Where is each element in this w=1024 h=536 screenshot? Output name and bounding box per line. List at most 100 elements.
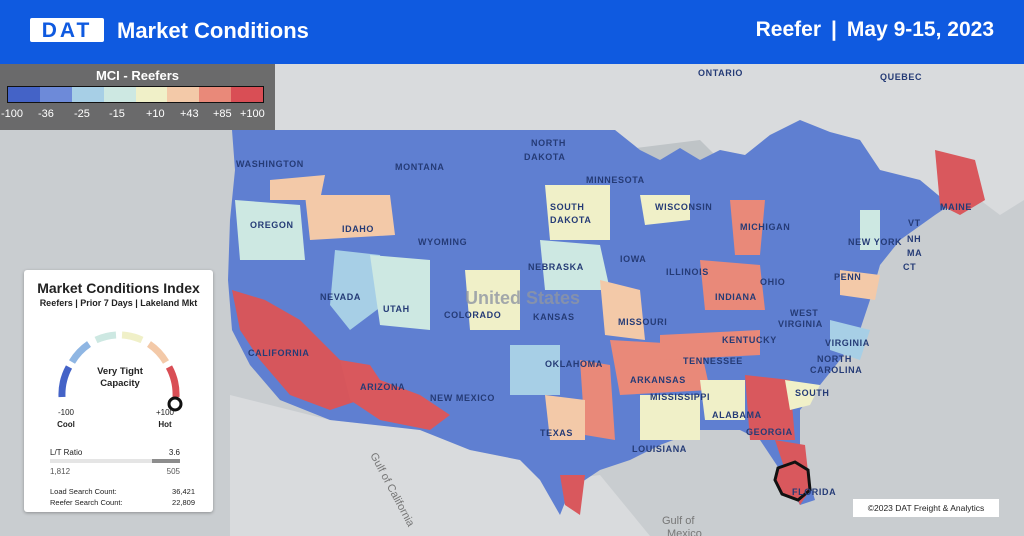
mci-card-title: Market Conditions Index [37,280,200,296]
lt-ratio-label: L/T Ratio [50,448,83,457]
label-washington: WASHINGTON [236,159,304,169]
mci-card-subtitle: Reefers | Prior 7 Days | Lakeland Mkt [39,298,198,308]
region-utah [370,255,430,330]
mci-gauge [58,331,183,412]
label-mississippi: MISSISSIPPI [650,392,710,402]
region-wisconsin [640,195,690,225]
label-texas: TEXAS [540,428,573,438]
region-maine [935,150,985,215]
label-north-carolina-2: CAROLINA [810,365,862,375]
gauge-min-label: Cool [57,420,75,429]
legend-ticks: -100 -36 -25 -15 +10 +43 +85 +100 [0,108,275,124]
region-missouri [600,280,645,340]
lt-ratio-value: 3.6 [168,448,180,457]
region-south-dakota [545,185,610,240]
label-florida: FLORIDA [792,487,836,497]
label-quebec: QUEBEC [880,72,922,82]
region-texas-central [545,395,585,440]
region-texas-south [560,475,585,515]
market-map: ONTARIO QUEBEC WASHINGTON MONTANA NORTH … [0,64,1024,536]
trucks-count: 505 [166,467,180,476]
gauge-segment [94,331,117,344]
label-minnesota: MINNESOTA [586,175,645,185]
legend-tick: -25 [74,108,90,120]
label-idaho: IDAHO [342,224,374,234]
label-new-mexico: NEW MEXICO [430,393,495,403]
label-gulf-of-mexico-2: Mexico [667,528,702,536]
title-separator: | [831,18,837,41]
lt-ratio-bar-fill [152,459,180,463]
label-wisconsin: WISCONSIN [655,202,712,212]
region-oregon [235,200,305,260]
label-ct: CT [903,262,916,272]
label-oklahoma: OKLAHOMA [545,359,603,369]
label-oregon: OREGON [250,220,294,230]
legend-color-swatch [135,87,168,102]
label-west-virginia-2: VIRGINIA [778,319,823,329]
gauge-segment [68,341,92,364]
label-nh: NH [907,234,921,244]
label-virginia: VIRGINIA [825,338,870,348]
label-maine: MAINE [940,202,972,212]
label-west-virginia-1: WEST [790,308,818,318]
label-north-carolina-1: NORTH [817,354,852,364]
label-kansas: KANSAS [533,312,575,322]
label-michigan: MICHIGAN [740,222,790,232]
region-california [232,290,370,410]
gauge-segment [165,365,180,398]
region-penn-east [840,270,880,300]
legend-tick: +43 [180,108,199,120]
region-indiana [700,260,765,310]
region-virginia-east [830,320,870,360]
label-tennessee: TENNESSEE [683,356,743,366]
load-search-label: Load Search Count: [50,487,117,496]
legend-tick: -15 [109,108,125,120]
region-alabama [700,380,745,420]
label-iowa: IOWA [620,254,646,264]
legend-tick: -100 [1,108,24,120]
header-bar: DAT Market Conditions Reefer | May 9-15, 2… [0,0,1024,64]
region-colorado-east [465,270,520,330]
loads-count: 1,812 [50,467,71,476]
mci-legend: MCI - Reefers -100 -36 -25 -15 +10 +43 +… [0,64,275,130]
label-kentucky: KENTUCKY [722,335,777,345]
label-nebraska: NEBRASKA [528,262,584,272]
label-north-dakota-2: DAKOTA [524,152,565,162]
region-south-carolina [785,380,820,410]
date-range: May 9-15, 2023 [846,18,994,41]
legend-color-swatch [103,87,136,102]
label-vt: VT [908,218,921,228]
legend-title: MCI - Reefers [95,68,180,83]
label-south-dakota-1: SOUTH [550,202,585,212]
region-michigan [730,200,765,255]
label-ontario: ONTARIO [698,68,743,78]
legend-tick: +100 [240,108,265,120]
label-nevada: NEVADA [320,292,361,302]
legend-tick: +85 [213,108,232,120]
legend-color-scale [7,86,264,103]
legend-color-swatch [199,87,232,102]
legend-tick: -36 [38,108,54,120]
page-title: Market Conditions [117,18,309,43]
label-alabama: ALABAMA [712,410,762,420]
reefer-search-value: 22,809 [172,498,195,507]
report-period: Reefer | May 9-15, 2023 [756,18,994,42]
legend-color-swatch [39,87,72,102]
copyright-notice: ©2023 DAT Freight & Analytics [853,499,999,517]
region-oklahoma-west [510,345,560,395]
legend-color-swatch [8,87,40,102]
label-new-york: NEW YORK [848,237,902,247]
gauge-min-value: -100 [57,408,74,417]
label-united-states: United States [465,288,580,308]
region-tennessee [660,330,760,360]
lt-ratio-row: L/T Ratio 3.6 [50,448,180,457]
label-south-dakota-2: DAKOTA [550,215,591,225]
region-idaho [305,195,395,240]
label-georgia: GEORGIA [746,427,793,437]
lakeland-market-outline [773,460,812,502]
legend-color-swatch [167,87,200,102]
label-south: SOUTH [795,388,830,398]
label-gulf-of-mexico-1: Gulf of [662,515,695,527]
label-utah: UTAH [383,304,410,314]
legend-color-swatch [231,87,263,102]
